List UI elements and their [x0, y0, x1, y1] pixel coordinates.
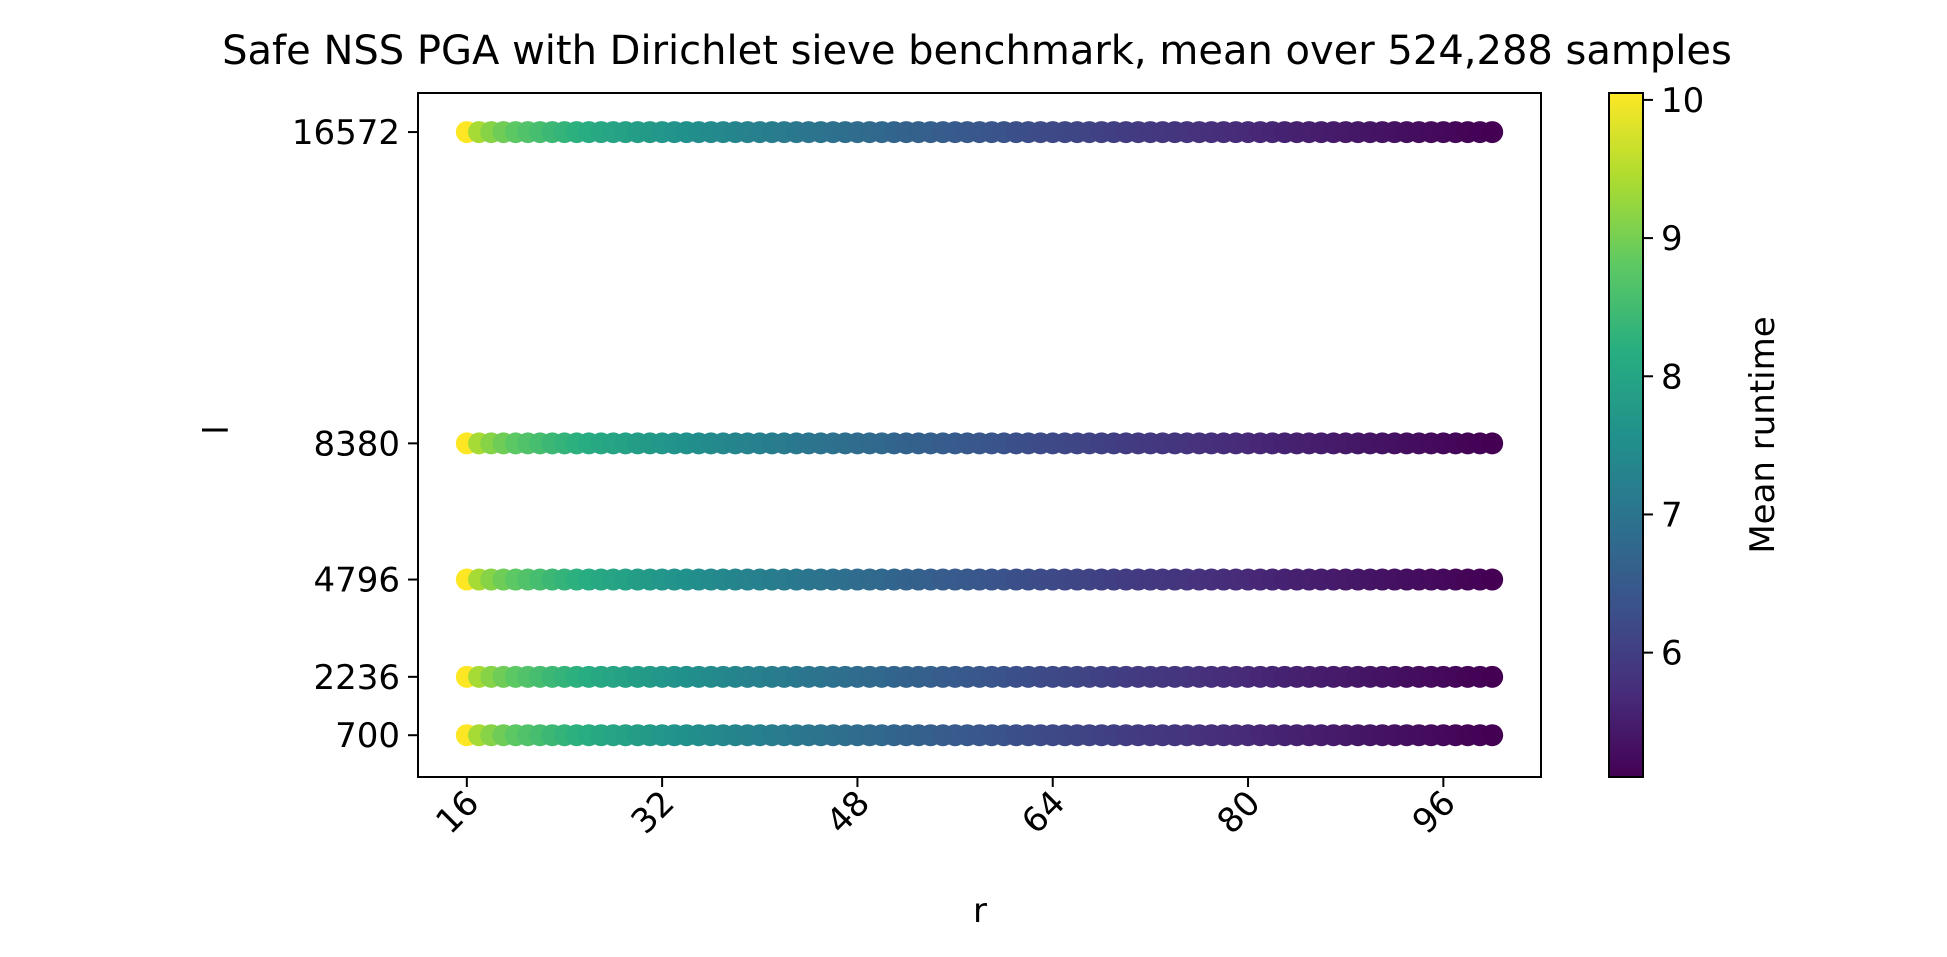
y-tick-label: 8380 [313, 424, 400, 464]
scatter-points [455, 121, 1504, 747]
chart-title: Safe NSS PGA with Dirichlet sieve benchm… [222, 28, 1732, 74]
scatter-point [1481, 432, 1504, 455]
colorbar: 6 7 8 9 10 Mean runtime [1608, 81, 1783, 778]
colorbar-label: Mean runtime [1743, 316, 1783, 553]
scatter-point [1481, 724, 1504, 747]
x-tick-label: 64 [1014, 783, 1073, 842]
y-axis: 700 2236 4796 8380 16572 [292, 113, 418, 756]
colorbar-tick-label: 8 [1661, 357, 1683, 397]
x-tick-label: 16 [428, 783, 487, 842]
x-tick-label: 96 [1405, 783, 1464, 842]
x-tick-label: 48 [819, 783, 878, 842]
x-axis: 16 32 48 64 80 96 [428, 777, 1464, 842]
scatter-point [1481, 568, 1504, 591]
y-tick-label: 16572 [292, 113, 400, 153]
y-axis-title: l [197, 425, 237, 434]
colorbar-gradient [1608, 92, 1644, 778]
plot-frame [417, 92, 1542, 778]
y-tick-label: 700 [335, 716, 400, 756]
colorbar-ticks: 6 7 8 9 10 [1643, 81, 1704, 674]
colorbar-tick-label: 9 [1661, 219, 1683, 259]
y-tick-label: 4796 [313, 561, 400, 601]
colorbar-tick-label: 6 [1661, 634, 1683, 674]
y-tick-label: 2236 [313, 658, 400, 698]
scatter-point [1481, 665, 1504, 688]
scatter-point [1481, 121, 1504, 144]
x-tick-label: 32 [624, 783, 683, 842]
colorbar-tick-label: 7 [1661, 495, 1683, 535]
x-axis-title: r [973, 891, 987, 931]
x-tick-label: 80 [1210, 783, 1269, 842]
colorbar-tick-label: 10 [1661, 81, 1704, 121]
